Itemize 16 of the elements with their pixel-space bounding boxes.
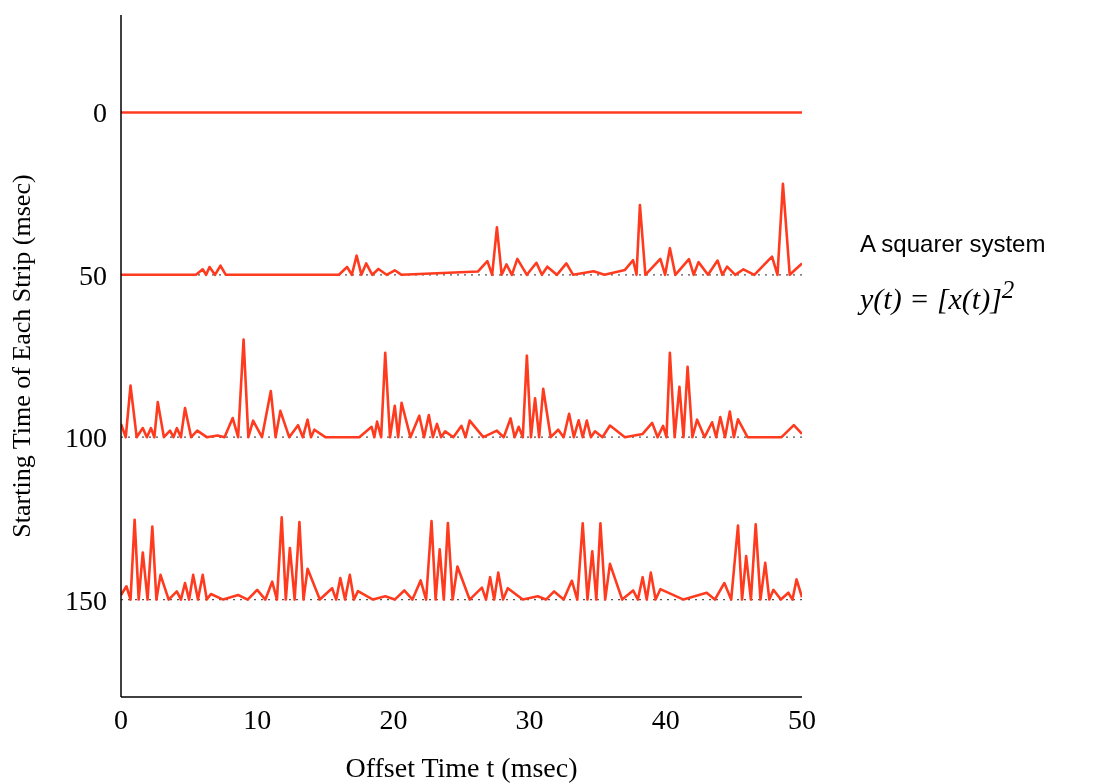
x-tick-label: 30 xyxy=(515,703,544,735)
x-tick-label: 50 xyxy=(788,703,816,735)
y-tick-label: 0 xyxy=(93,97,107,129)
y-axis-title: Starting Time of Each Strip (msec) xyxy=(7,174,37,538)
text: A squarer system xyxy=(860,230,1047,258)
line-series xyxy=(121,182,802,277)
x-tick-label: 0 xyxy=(114,703,128,735)
y-tick-label: 50 xyxy=(79,259,107,291)
y-tick-label: 100 xyxy=(65,422,107,454)
x-tick-label: 40 xyxy=(651,703,680,735)
x-axis-title: Offset Time t (msec) xyxy=(345,752,578,783)
line-series xyxy=(121,516,802,601)
x-tick-label: 10 xyxy=(243,703,272,735)
y-tick-label: 150 xyxy=(65,584,107,616)
line-series xyxy=(121,338,802,439)
x-tick-label: 20 xyxy=(379,703,408,735)
